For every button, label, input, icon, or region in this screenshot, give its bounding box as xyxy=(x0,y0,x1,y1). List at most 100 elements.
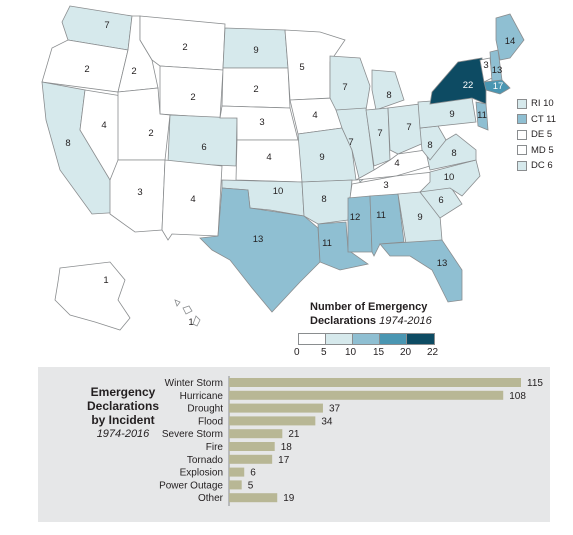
small-state-entry: DC 6 xyxy=(517,158,556,174)
state-value-il: 7 xyxy=(348,137,353,148)
state-value-hi: 1 xyxy=(188,317,193,328)
bar xyxy=(229,416,316,426)
state-ar xyxy=(301,179,353,225)
state-value-ca: 8 xyxy=(65,138,70,149)
state-value-ia: 4 xyxy=(312,110,317,121)
state-tx xyxy=(199,187,321,313)
state-mi xyxy=(371,69,405,111)
state-value-sc: 6 xyxy=(438,195,443,206)
legend-color-bar xyxy=(298,333,435,345)
small-states-key: RI 10 CT 11 DE 5 MD 5 DC 6 xyxy=(517,96,556,174)
bar xyxy=(229,442,275,451)
state-value-co: 6 xyxy=(201,142,206,153)
state-ak xyxy=(54,261,131,331)
bar-value-label: 34 xyxy=(321,416,333,427)
state-value-pa: 9 xyxy=(449,109,454,120)
state-ga xyxy=(397,191,443,245)
small-state-entry: MD 5 xyxy=(517,143,556,159)
bar-value-label: 108 xyxy=(509,391,526,402)
state-value-or: 2 xyxy=(84,64,89,75)
state-value-la: 11 xyxy=(322,238,332,249)
bar-value-label: 115 xyxy=(527,378,543,389)
state-value-nj: 11 xyxy=(477,110,487,121)
state-value-ma: 17 xyxy=(493,81,504,92)
bar xyxy=(229,454,273,464)
bar xyxy=(229,467,245,477)
small-state-label: DE 5 xyxy=(531,129,553,141)
incident-bar-chart: Winter Storm 115 Hurricane 108 Drought 37 Floo… xyxy=(159,376,543,506)
bar-category-label: Severe Storm xyxy=(162,429,223,440)
bar-category-label: Winter Storm xyxy=(165,378,223,389)
legend-title-line1: Number of Emergency xyxy=(310,301,428,313)
state-nj xyxy=(475,101,489,131)
chart-title-line1: Emergency xyxy=(90,385,156,399)
bar-category-label: Explosion xyxy=(180,468,223,479)
state-value-nd: 9 xyxy=(253,45,258,56)
bar-category-label: Fire xyxy=(206,442,224,453)
bar-category-label: Tornado xyxy=(187,455,224,466)
small-state-swatch xyxy=(517,98,527,109)
bar-value-label: 17 xyxy=(278,455,290,466)
legend-bin-15-20 xyxy=(380,334,407,344)
small-state-swatch xyxy=(517,114,527,125)
state-value-ak: 1 xyxy=(103,275,108,286)
state-il xyxy=(335,107,375,183)
state-me xyxy=(495,13,525,61)
state-value-nh: 13 xyxy=(492,65,503,76)
state-value-nv: 4 xyxy=(101,120,106,131)
state-value-ks: 4 xyxy=(266,152,271,163)
state-value-ar: 8 xyxy=(321,194,326,205)
bar xyxy=(229,493,278,503)
small-state-label: RI 10 xyxy=(531,98,554,110)
bar xyxy=(229,390,504,400)
state-value-mn: 5 xyxy=(299,62,304,73)
legend-title-years: 1974-2016 xyxy=(379,315,432,327)
chart-title-years: 1974-2016 xyxy=(96,428,150,440)
bar xyxy=(229,429,283,439)
small-state-label: DC 6 xyxy=(531,160,553,172)
bar-category-label: Flood xyxy=(198,416,223,427)
state-value-tx: 13 xyxy=(253,234,264,245)
state-value-va: 8 xyxy=(451,148,456,159)
state-value-wv: 8 xyxy=(427,140,432,151)
state-value-oh: 7 xyxy=(406,122,411,133)
bar-value-label: 6 xyxy=(250,468,256,479)
state-or xyxy=(41,39,129,93)
state-la xyxy=(317,221,369,271)
legend-bin-20-22 xyxy=(407,334,434,344)
small-state-label: CT 11 xyxy=(531,113,556,125)
state-value-wy: 2 xyxy=(190,92,195,103)
small-state-entry: DE 5 xyxy=(517,127,556,143)
bar-category-label: Drought xyxy=(187,404,223,415)
state-mo xyxy=(297,127,357,183)
legend-bin-10-15 xyxy=(353,334,380,344)
state-oh xyxy=(387,103,427,155)
legend-tick: 10 xyxy=(345,347,357,358)
state-fl xyxy=(379,239,463,303)
legend-title-line2: Declarations xyxy=(310,315,377,327)
state-value-nc: 10 xyxy=(444,172,455,183)
incident-chart-title: Emergency Declarations by Incident 1974-… xyxy=(58,385,188,441)
incident-chart-panel: Emergency Declarations by Incident 1974-… xyxy=(38,367,550,522)
state-value-al: 11 xyxy=(376,210,386,221)
legend-bin-0-5 xyxy=(299,334,326,344)
state-ky xyxy=(355,149,431,181)
small-state-swatch xyxy=(517,129,527,140)
bar xyxy=(229,403,323,413)
bar-value-label: 5 xyxy=(248,480,254,491)
state-value-az: 3 xyxy=(137,187,142,198)
state-value-ok: 10 xyxy=(273,186,284,197)
state-value-wa: 7 xyxy=(104,20,109,31)
legend-bin-5-10 xyxy=(326,334,353,344)
state-value-vt: 3 xyxy=(483,60,488,71)
bar-value-label: 37 xyxy=(329,404,341,415)
bar-category-label: Other xyxy=(198,493,224,504)
state-ma xyxy=(483,79,511,95)
state-ms xyxy=(347,195,373,253)
state-value-ut: 2 xyxy=(148,128,153,139)
legend-tick: 0 xyxy=(294,347,300,358)
small-state-label: MD 5 xyxy=(531,144,554,156)
state-value-mo: 9 xyxy=(319,152,324,163)
state-value-wi: 7 xyxy=(342,82,347,93)
